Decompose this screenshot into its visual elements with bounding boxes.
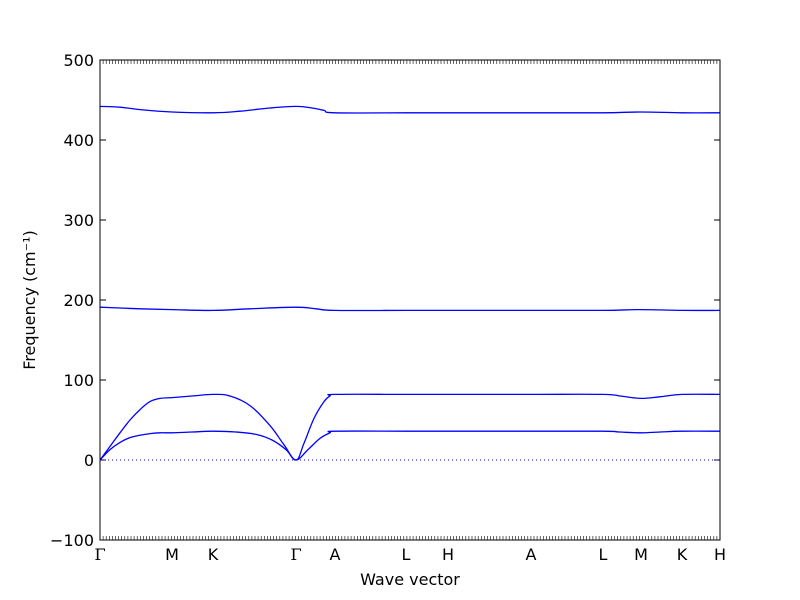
y-tick-label: 100	[63, 371, 94, 390]
x-tick-label: K	[677, 545, 688, 564]
y-axis-label: Frequency (cm⁻¹)	[20, 230, 39, 369]
band-series-3	[99, 306, 721, 312]
axes-frame	[99, 59, 721, 541]
x-tick-label: A	[526, 545, 537, 564]
y-tick-label: 400	[63, 131, 94, 150]
x-tick-label: Γ	[290, 545, 301, 564]
y-tick-label: 0	[84, 451, 94, 470]
x-axis-label: Wave vector	[360, 570, 460, 589]
x-tick-label: L	[402, 545, 411, 564]
x-tick-label: H	[442, 545, 454, 564]
y-tick-label: 300	[63, 211, 94, 230]
x-tick-label: L	[599, 545, 608, 564]
y-tick-label: −100	[50, 531, 94, 550]
axes-frame-group	[99, 59, 721, 541]
y-tick-label: 200	[63, 291, 94, 310]
band-series-2	[99, 393, 721, 461]
x-tick-label: H	[714, 545, 726, 564]
x-tick-label: M	[634, 545, 648, 564]
x-tick-label: Γ	[94, 545, 105, 564]
series-group	[99, 105, 721, 461]
y-tick-label: 500	[63, 51, 94, 70]
x-tick-label: K	[208, 545, 219, 564]
x-tick-label: M	[165, 545, 179, 564]
y-tick-labels: −100 0 100 200 300 400 500	[50, 51, 94, 550]
band-series-4	[99, 105, 721, 114]
x-tick-label: A	[330, 545, 341, 564]
